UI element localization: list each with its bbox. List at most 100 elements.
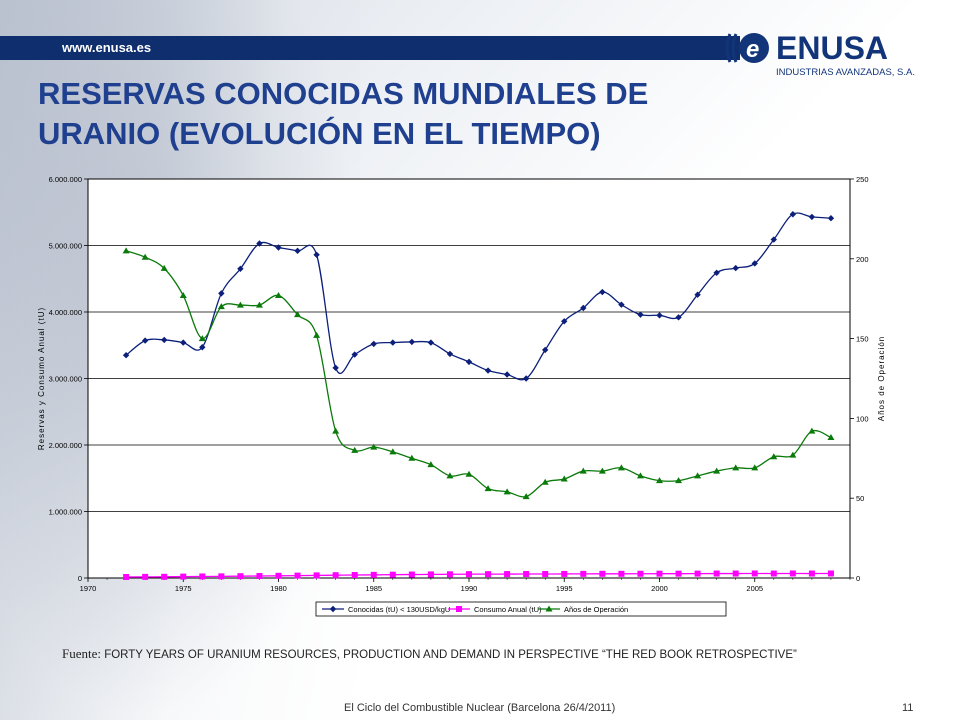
operation-years-point — [808, 427, 816, 434]
reserves-point — [580, 304, 587, 312]
legend-box — [315, 601, 727, 617]
consumption-point — [485, 571, 492, 578]
reserves-point — [218, 290, 225, 297]
reserves-point — [332, 364, 339, 372]
consumption-point — [713, 570, 720, 577]
x-tick-label: 1980 — [270, 584, 287, 593]
operation-years-point — [522, 493, 530, 500]
consumption-point — [751, 570, 758, 577]
logo-name: ENUSA — [776, 30, 889, 66]
reserves-point — [484, 367, 492, 374]
reserves-point — [618, 301, 625, 308]
uranium-reserves-chart: 0 1.000.000 2.000.000 3.000.000 4.000.000 5.0… — [37, 175, 886, 617]
operation-years-point — [827, 434, 835, 441]
x-tick-label: 2005 — [746, 584, 763, 593]
consumption-point — [732, 570, 739, 577]
y-right-tick-label: 100 — [856, 414, 869, 423]
reserves-point — [637, 311, 644, 318]
consumption-point — [580, 570, 587, 577]
y-tick-label: 6.000.000 — [49, 175, 82, 184]
reserves-point — [827, 215, 835, 222]
consumption-point — [180, 573, 187, 580]
operation-years-point — [694, 472, 702, 479]
legend-marker-reserves — [329, 605, 337, 613]
reserves-point — [503, 371, 511, 378]
reserves-point — [542, 346, 549, 354]
legend-marker-operation-years — [545, 605, 553, 612]
consumption-point — [123, 574, 130, 581]
operation-years-line — [125, 250, 832, 498]
reserves-point — [408, 338, 416, 346]
consumption-point — [770, 570, 777, 577]
legend-label-operation-years: Años de Operación — [564, 605, 628, 614]
consumption-point — [351, 572, 358, 579]
operation-years-point — [713, 467, 721, 474]
operation-years-point — [122, 247, 130, 254]
reserves-point — [599, 288, 606, 296]
consumption-point — [313, 572, 320, 579]
y-tick-label: 2.000.000 — [49, 441, 82, 450]
page-title: RESERVAS CONOCIDAS MUNDIALES DE URANIO (… — [38, 74, 798, 154]
legend-marker-consumption — [456, 606, 462, 612]
reserves-point — [713, 269, 720, 276]
reserves-point — [789, 211, 797, 218]
reserves-line — [125, 212, 831, 381]
operation-years-point — [579, 467, 587, 474]
consumption-point — [237, 573, 244, 580]
consumption-point — [332, 572, 339, 579]
operation-years-point — [255, 301, 263, 308]
operation-years-point — [503, 488, 511, 495]
consumption-point — [827, 570, 834, 577]
operation-years-point — [160, 264, 168, 271]
x-tick-label: 2000 — [651, 584, 668, 593]
operation-years-point — [656, 477, 663, 484]
title-line-2: URANIO (EVOLUCIÓN EN EL TIEMPO) — [38, 116, 601, 151]
source-text: FORTY YEARS OF URANIUM RESOURCES, PRODUC… — [101, 649, 797, 661]
site-url[interactable]: www.enusa.es — [62, 40, 152, 55]
reserves-point — [370, 340, 377, 348]
operation-years-point — [313, 331, 321, 338]
operation-years-point — [351, 446, 359, 453]
operation-years-point — [408, 454, 416, 461]
operation-years-point — [179, 292, 187, 299]
consumption-point — [504, 571, 511, 578]
operation-years-point — [236, 301, 244, 308]
reserves-point — [732, 264, 739, 272]
consumption-point — [561, 570, 568, 577]
consumption-point — [446, 571, 453, 578]
operation-years-point — [770, 453, 778, 460]
operation-years-point — [675, 477, 683, 484]
operation-years-point — [617, 464, 625, 471]
reserves-point — [465, 358, 473, 366]
operation-years-point — [598, 467, 606, 474]
y-right-tick-label: 200 — [856, 255, 869, 264]
y-tick-label: 3.000.000 — [49, 375, 82, 384]
reserves-point — [751, 260, 758, 267]
y-tick-label: 5.000.000 — [49, 242, 82, 251]
y-tick-label: 0 — [78, 574, 82, 583]
consumption-point — [599, 570, 606, 577]
legend-label-reserves: Conocidas (tU) < 130USD/kgU — [348, 605, 450, 614]
consumption-point — [523, 571, 530, 578]
reserves-point — [122, 352, 130, 359]
consumption-point — [408, 571, 415, 578]
y-tick-label: 4.000.000 — [49, 308, 82, 317]
y-right-tick-label: 50 — [856, 494, 864, 503]
operation-years-point — [446, 472, 454, 479]
consumption-point — [675, 570, 682, 577]
operation-years-point — [541, 478, 549, 485]
y-right-tick-label: 0 — [856, 574, 860, 583]
operation-years-point — [275, 292, 282, 299]
x-tick-label: 1970 — [80, 584, 97, 593]
consumption-point — [427, 571, 434, 578]
y-tick-label: 1.000.000 — [49, 508, 82, 517]
reserves-point — [694, 291, 701, 298]
operation-years-point — [789, 451, 797, 458]
y-right-axis-label: Años de Operación — [877, 336, 886, 422]
svg-text:e: e — [746, 36, 759, 63]
reserves-point — [199, 344, 206, 351]
header-bar — [0, 36, 740, 60]
consumption-point — [637, 570, 644, 577]
x-tick-label: 1995 — [556, 584, 573, 593]
operation-years-point — [389, 448, 397, 455]
